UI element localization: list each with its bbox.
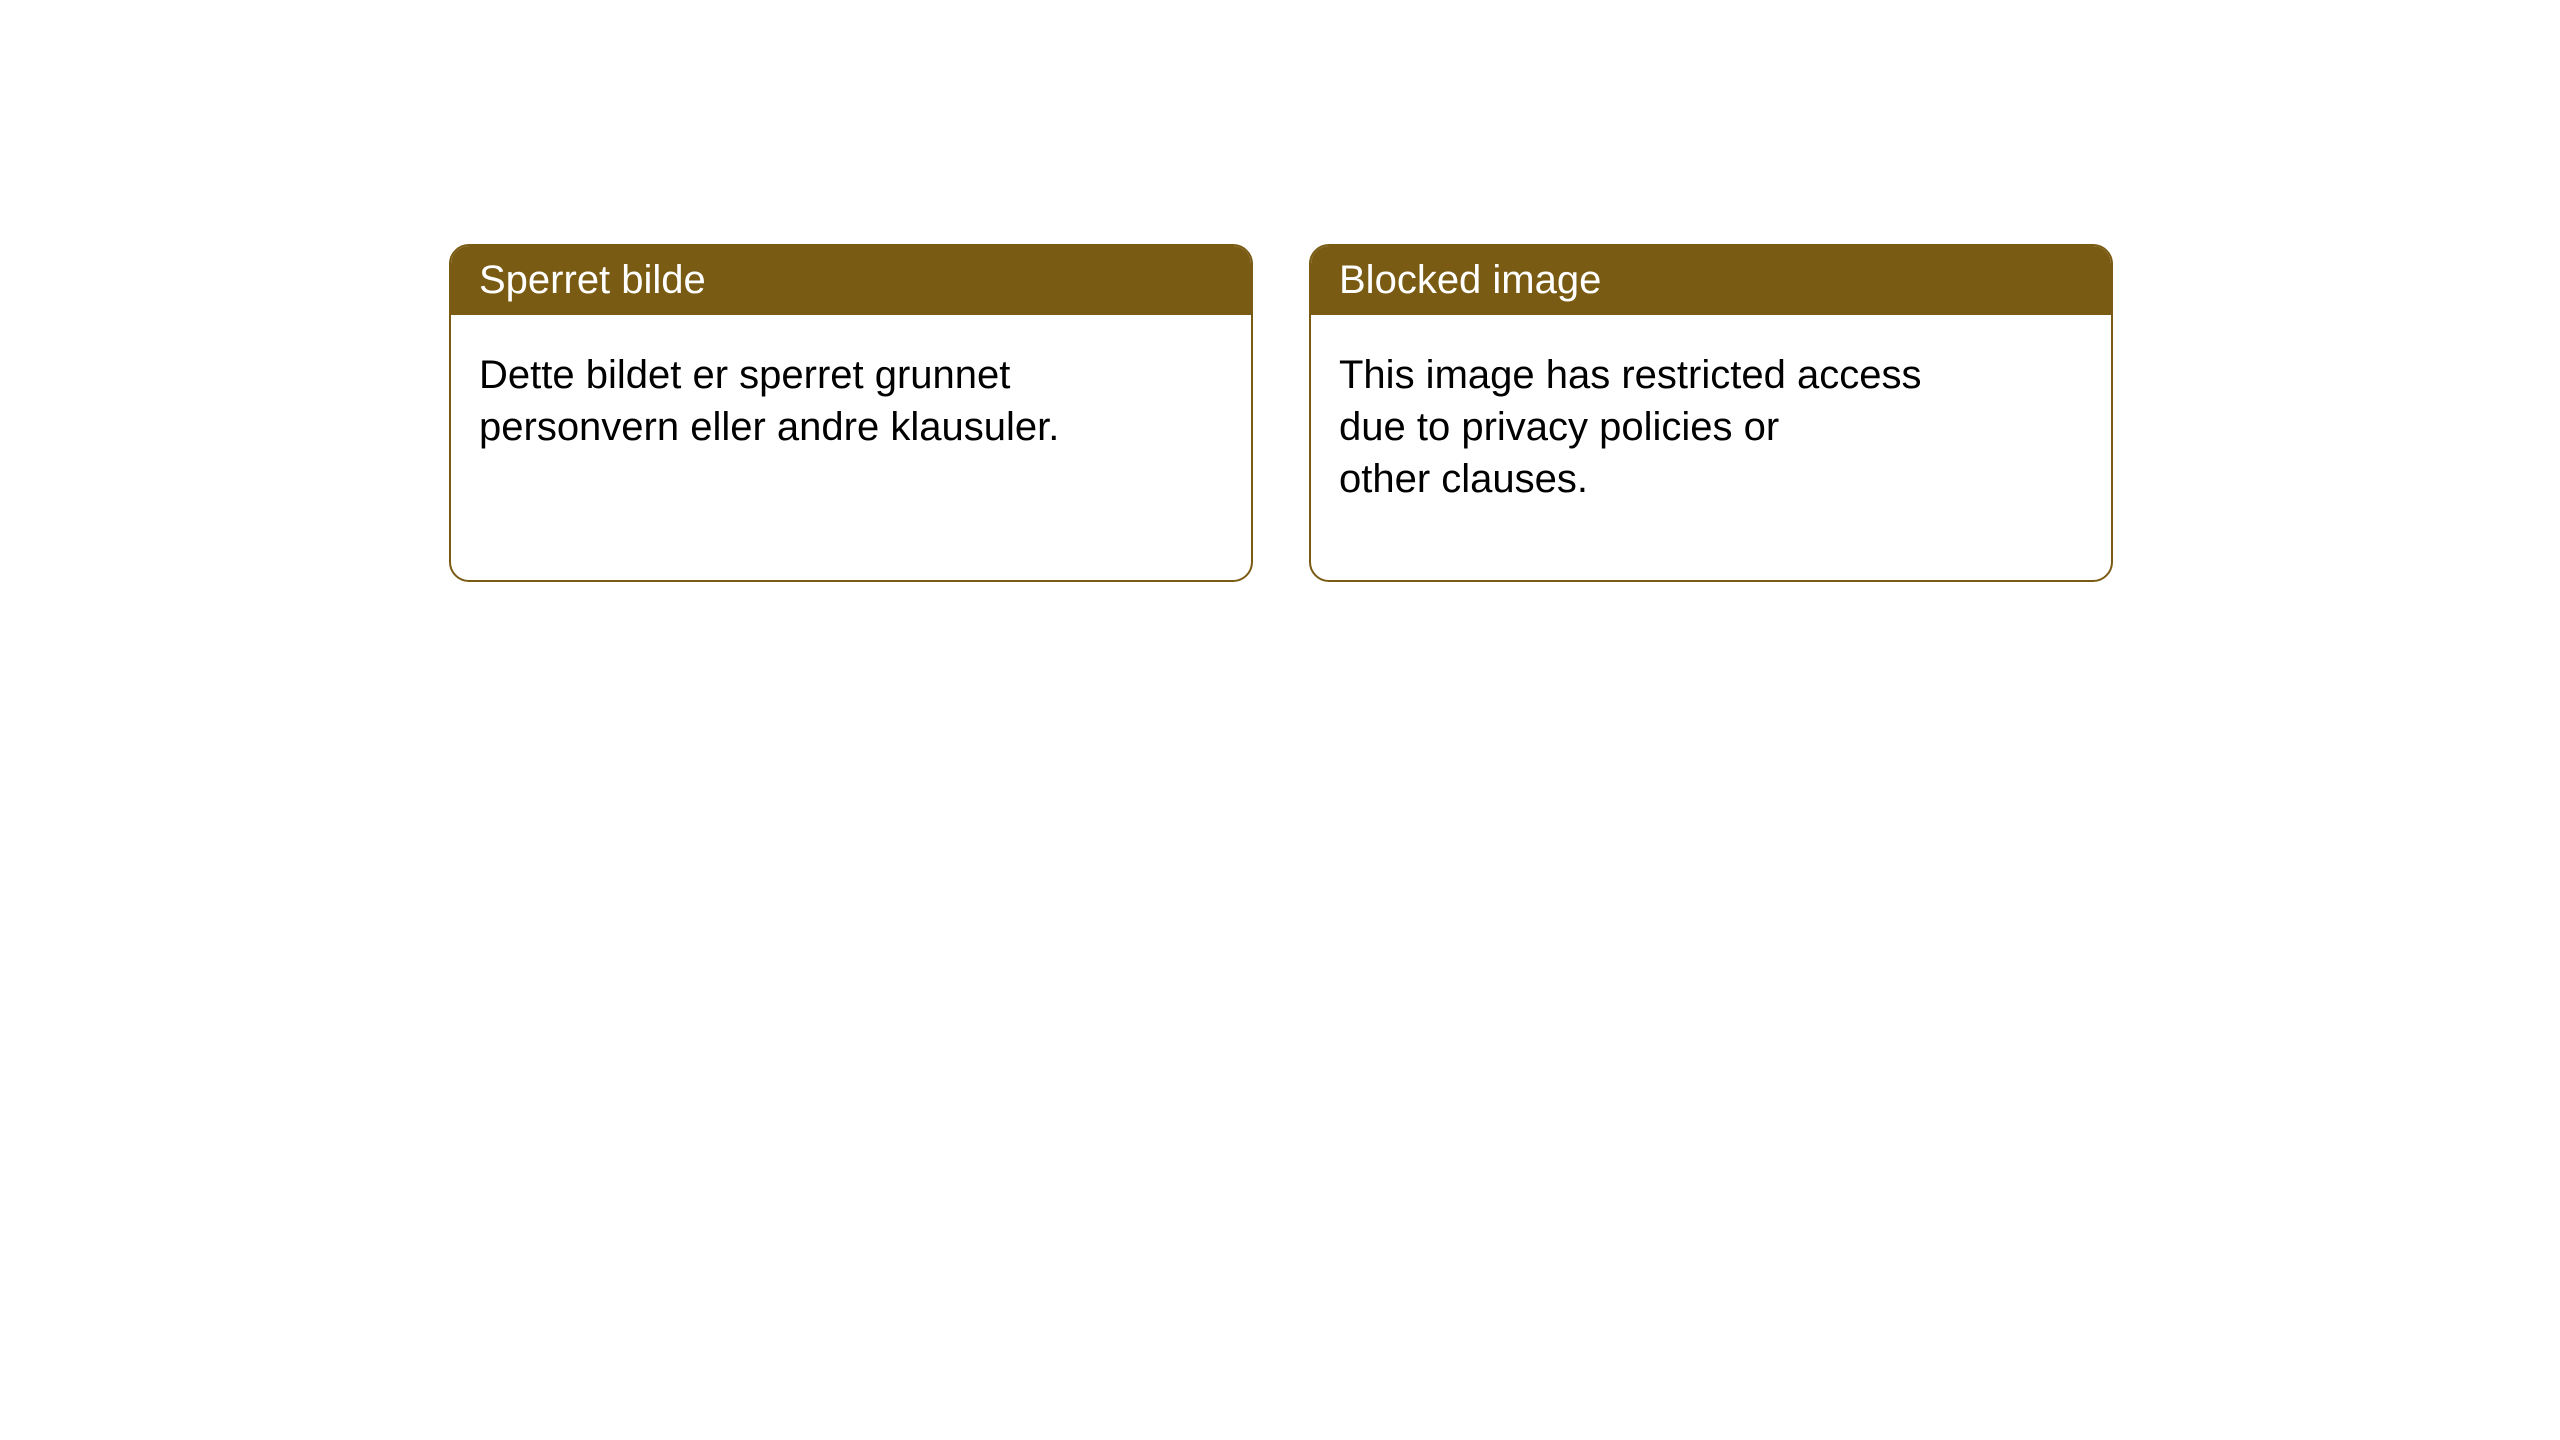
notice-title: Sperret bilde xyxy=(479,258,706,302)
notice-box-norwegian: Sperret bilde Dette bildet er sperret gr… xyxy=(449,244,1253,582)
notice-header: Blocked image xyxy=(1311,246,2111,315)
notice-header: Sperret bilde xyxy=(451,246,1251,315)
notice-container: Sperret bilde Dette bildet er sperret gr… xyxy=(0,0,2560,582)
notice-body: This image has restricted access due to … xyxy=(1311,315,2111,539)
notice-box-english: Blocked image This image has restricted … xyxy=(1309,244,2113,582)
notice-body: Dette bildet er sperret grunnet personve… xyxy=(451,315,1251,487)
notice-title: Blocked image xyxy=(1339,258,1601,302)
